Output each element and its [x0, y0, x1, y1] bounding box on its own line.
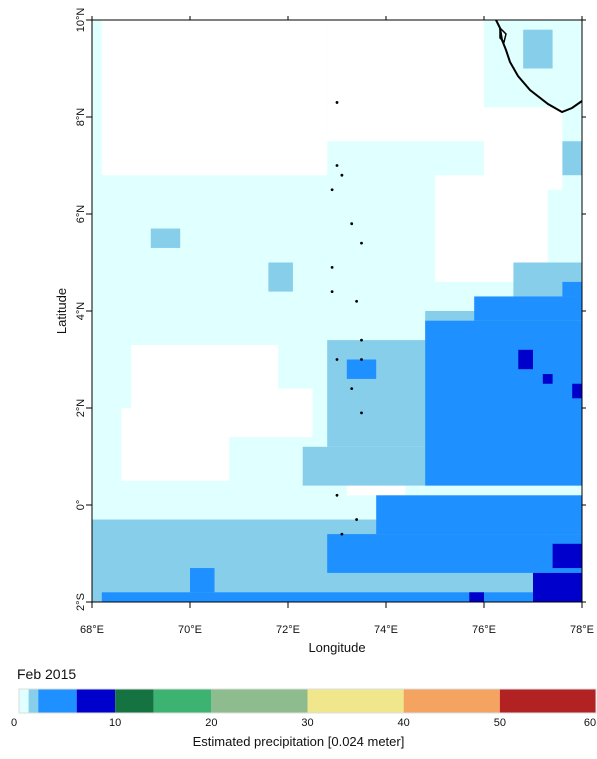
lat-tick-label: 6°N	[75, 205, 87, 224]
colorbar-bin	[307, 689, 404, 713]
lon-tick-label: 74°E	[374, 624, 398, 636]
x-axis-title: Longitude	[308, 640, 365, 655]
island-dot	[335, 164, 339, 167]
colorbar-tick-label: 10	[109, 717, 121, 729]
coastline-fragment	[499, 26, 507, 44]
colorbar: 0 10 20 30 40 50 60	[11, 688, 597, 729]
colorbar-bin	[211, 689, 308, 713]
lon-tick-label: 78°E	[570, 624, 594, 636]
precip-cell	[376, 495, 582, 535]
colorbar-bin	[28, 689, 39, 713]
colorbar-tick-label: 0	[11, 717, 17, 729]
lon-tick-label: 68°E	[80, 624, 104, 636]
precip-cell	[327, 20, 484, 142]
precip-cell	[101, 592, 583, 602]
precip-cell	[101, 20, 328, 176]
island-dot	[350, 387, 354, 390]
island-dot	[330, 265, 334, 269]
precip-cell	[425, 320, 582, 486]
lat-tick-label: 10°N	[75, 8, 87, 33]
colorbar-tick-label: 50	[494, 717, 506, 729]
lat-tick-label: 8°N	[75, 108, 87, 127]
precip-cell	[562, 281, 582, 297]
colorbar-tick-label: 60	[584, 717, 596, 729]
colorbar-title: Estimated precipitation [0.024 meter]	[192, 734, 405, 749]
precip-cell	[562, 141, 582, 176]
precip-cell	[469, 592, 484, 602]
precip-cell	[542, 374, 553, 384]
latitude-ticks: 10°N 8°N 6°N 4°N 2°N 0° 2°S	[75, 8, 586, 611]
precip-cell	[523, 29, 553, 69]
precip-cell	[190, 388, 313, 438]
island-dot	[340, 173, 344, 177]
colorbar-tick-label: 40	[398, 717, 410, 729]
island-dot	[360, 241, 363, 245]
precip-cell	[150, 228, 181, 248]
precip-cell	[572, 383, 582, 399]
precip-cell	[474, 296, 582, 321]
lon-tick-label: 72°E	[276, 624, 300, 636]
colorbar-bin	[403, 689, 500, 713]
precip-cell	[327, 534, 582, 573]
lat-tick-label: 0°	[75, 500, 87, 511]
precip-cell	[518, 349, 533, 370]
lon-tick-label: 76°E	[472, 624, 496, 636]
island-dot	[335, 358, 339, 361]
colorbar-bin	[38, 689, 77, 713]
india-coastline	[495, 19, 583, 114]
island-dot	[360, 411, 363, 415]
island-dot	[335, 101, 339, 104]
colorbar-bin	[76, 689, 116, 713]
colorbar-ticks: 0 10 20 30 40 50 60	[11, 717, 596, 729]
colorbar-tick-label: 20	[205, 717, 217, 729]
colorbar-bin	[115, 689, 154, 713]
island-dot	[360, 338, 363, 342]
longitude-ticks: 68°E 70°E 72°E 74°E 76°E 78°E	[80, 16, 594, 636]
island-dot	[335, 493, 339, 497]
island-dot	[355, 299, 358, 303]
island-dot	[330, 290, 334, 293]
island-dot	[340, 532, 344, 536]
island-dot	[355, 518, 358, 521]
lat-tick-label: 2°N	[75, 399, 87, 418]
colorbar-bin	[19, 689, 29, 713]
period-label: Feb 2015	[17, 666, 77, 682]
precipitation-map: 68°E 70°E 72°E 74°E 76°E 78°E 10°N 8°N 6°N 4°N 2°…	[54, 8, 594, 655]
precipitation-cells	[92, 20, 583, 602]
precip-cell	[190, 568, 215, 593]
lat-tick-label: 4°N	[75, 302, 87, 321]
map-plot-area	[91, 19, 583, 603]
colorbar-tick-label: 30	[301, 717, 313, 729]
island-markers	[330, 101, 363, 536]
colorbar-border	[18, 688, 597, 714]
lat-tick-label: 2°S	[75, 593, 87, 611]
colorbar-bin	[499, 689, 596, 713]
island-dot	[350, 222, 354, 226]
island-dot	[360, 358, 363, 361]
y-axis-title: Latitude	[54, 288, 69, 334]
precip-cell	[346, 359, 377, 379]
lon-tick-label: 70°E	[178, 624, 202, 636]
precip-cell	[552, 543, 582, 569]
precip-cell	[533, 572, 582, 602]
precip-cell	[268, 262, 293, 292]
colorbar-bins	[18, 688, 597, 714]
island-dot	[330, 188, 334, 192]
colorbar-bin	[153, 689, 212, 713]
